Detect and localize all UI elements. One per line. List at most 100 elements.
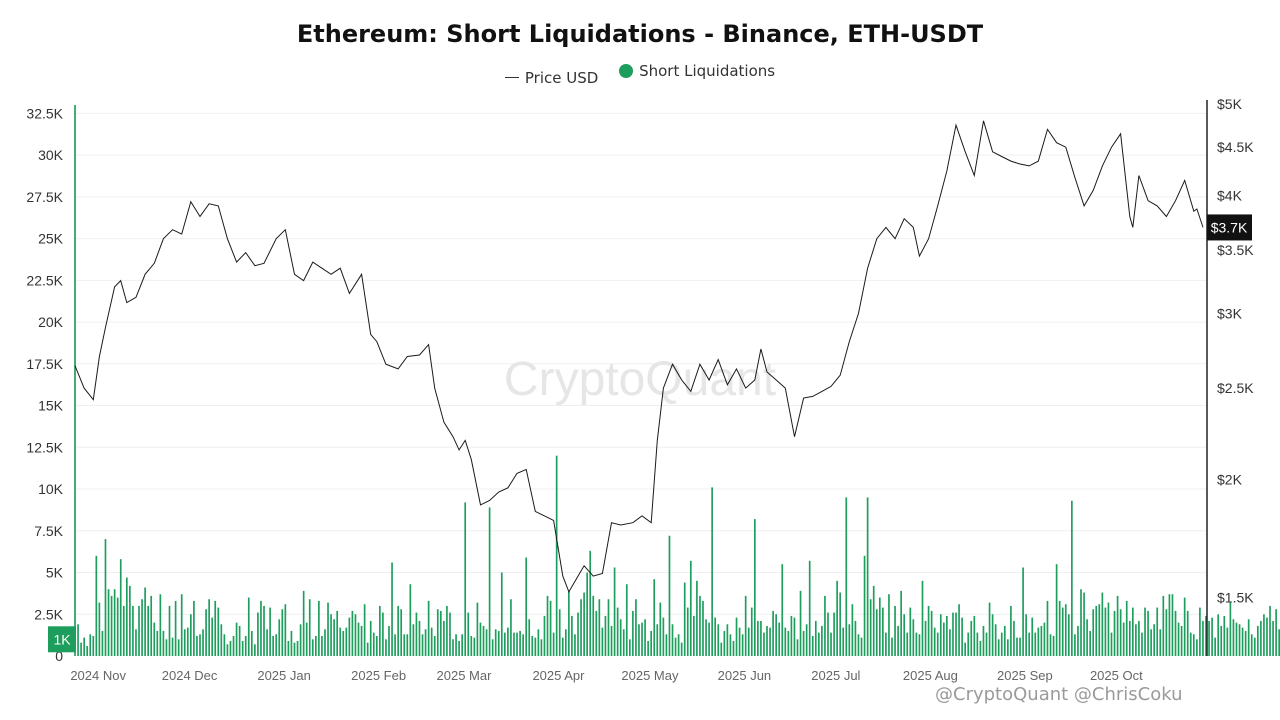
liquidation-bar [699,595,701,656]
liquidation-bar [674,637,677,656]
x-tick-label: 2025 Apr [532,668,585,683]
y-left-tick-label: 10K [38,481,64,497]
liquidation-bar [470,635,473,656]
liquidation-bar [1235,622,1238,656]
liquidation-bar [985,632,988,656]
liquidation-bar [854,620,857,656]
liquidation-bar [318,600,320,656]
liquidation-bar [153,622,156,656]
liquidation-bar [1214,637,1216,656]
liquidation-bar [705,619,707,656]
liquidation-bar [1217,614,1220,656]
liquidation-bar [842,627,845,656]
liquidation-bar [522,634,524,656]
liquidation-bar [598,599,601,656]
liquidation-bar [586,572,588,656]
y-right-tick-label: $5K [1217,96,1243,112]
liquidation-bar [1220,625,1223,656]
liquidation-bar [1025,614,1027,656]
liquidation-bar [494,629,497,656]
liquidation-bar [412,624,415,656]
liquidation-bar [1107,602,1110,656]
y-left-tick-label: 15K [38,398,64,414]
axes: 0 2.5K 5K 7.5K 10K 12.5K 15K 17.5K 20K 22.5K 25K 27… [26,96,1254,683]
liquidation-bar [226,644,229,656]
legend-line-icon [504,77,519,78]
liquidation-bar [1278,629,1280,656]
liquidation-bar [281,609,284,656]
liquidation-bar [296,640,299,656]
liquidation-bar [113,589,116,656]
liquidation-bar [232,635,235,656]
liquidation-bar [1141,632,1143,656]
liquidation-bar [693,615,695,656]
liquidation-bar [869,599,872,656]
liquidation-bar [1147,610,1149,656]
x-tick-label: 2025 Jun [718,668,772,683]
liquidation-bar [186,627,189,656]
liquidation-bar [211,617,214,656]
x-tick-label: 2024 Dec [162,668,218,683]
liquidation-bar [1080,589,1082,656]
liquidation-bar [1037,627,1040,656]
liquidation-bar [500,572,503,656]
liquidation-bar [811,635,814,656]
liquidation-bar [976,632,979,656]
liquidation-bar [174,600,177,656]
liquidation-bar [839,592,842,656]
liquidation-bar [95,555,98,656]
liquidation-bar [589,550,592,656]
liquidation-bar [1269,605,1271,656]
liquidation-bar [305,622,308,656]
liquidation-bar [199,634,201,656]
liquidation-bar [116,597,119,656]
liquidation-bar [254,644,256,656]
liquidation-bar [476,602,479,656]
liquidation-bar [805,624,808,656]
liquidation-bar [1095,605,1098,656]
liquidation-bar [287,640,290,656]
liquidation-bar [107,589,110,656]
liquidation-bar [446,605,448,656]
liquidation-bar [607,599,610,656]
liquidation-bar [827,612,829,656]
liquidation-bar [1165,609,1168,656]
liquidation-bar [540,639,543,656]
liquidation-bar [790,615,793,656]
legend-label-liquidations: Short Liquidations [639,62,776,80]
y-right-tick-label: $2.5K [1217,380,1254,396]
liquidation-bar [686,607,689,656]
liquidation-bar [1007,639,1009,656]
liquidation-bar [939,614,942,656]
liquidation-bar [284,604,287,656]
liquidation-bar [439,610,442,656]
liquidation-bar [241,640,244,656]
liquidation-bar [1159,629,1162,656]
liquidation-bar [397,605,399,656]
liquidation-bar [150,595,153,656]
liquidation-bar [1260,620,1262,656]
liquidation-bar [616,607,619,656]
liquidation-bar [610,625,613,656]
liquidation-bar [1150,629,1152,656]
liquidation-bar [863,555,866,656]
liquidation-bar [1211,617,1213,656]
liquidation-bar [1019,637,1021,656]
legend-item-price[interactable]: Price USD [504,69,598,87]
liquidation-bar [504,632,506,656]
liquidation-bar [958,604,960,656]
liquidation-bar [836,580,838,656]
y-left-tick-label: 32.5K [26,105,63,121]
liquidation-bar [625,584,628,656]
liquidation-bar [1010,605,1012,656]
liquidation-bar [1086,619,1088,656]
liquidation-bar [1089,630,1091,656]
liquidation-bar [924,620,927,656]
liquidation-bar [260,600,262,656]
liquidation-bar [513,632,515,656]
legend-item-liquidations[interactable]: Short Liquidations [619,62,775,80]
liquidation-bar [1247,619,1250,656]
liquidation-bar [433,635,436,656]
liquidation-bar [1131,607,1134,656]
